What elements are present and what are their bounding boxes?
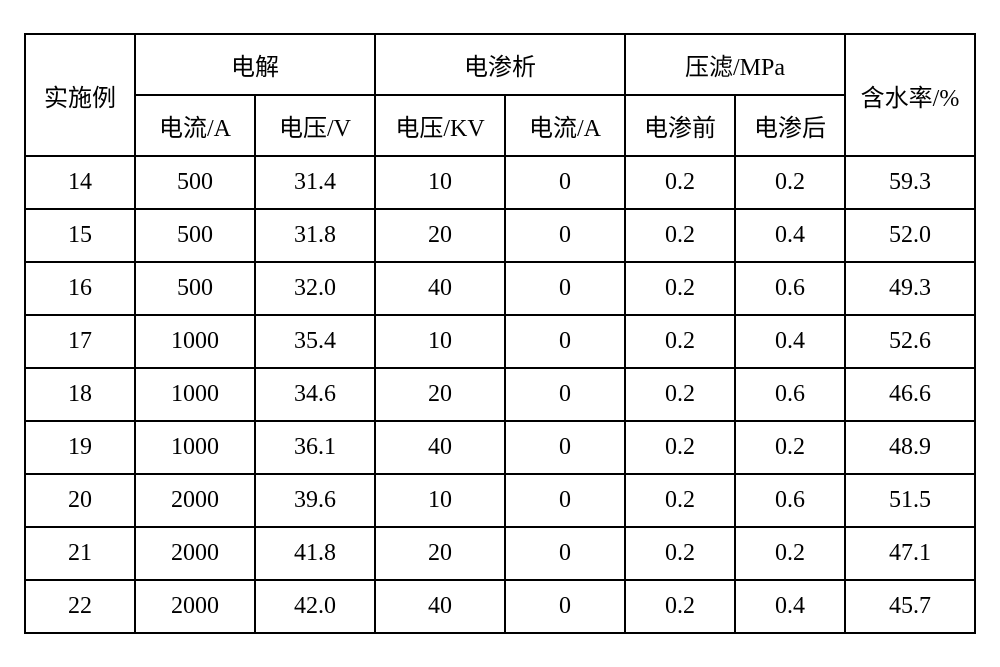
cell-electrolysis-current: 2000 <box>135 580 255 633</box>
table-row: 17 1000 35.4 10 0 0.2 0.4 52.6 <box>25 315 975 368</box>
cell-after-osmosis: 0.4 <box>735 209 845 262</box>
cell-before-osmosis: 0.2 <box>625 580 735 633</box>
table-row: 20 2000 39.6 10 0 0.2 0.6 51.5 <box>25 474 975 527</box>
cell-electrodialysis-voltage: 40 <box>375 421 505 474</box>
header-electrolysis-voltage: 电压/V <box>255 95 375 156</box>
cell-example: 21 <box>25 527 135 580</box>
table-container: 实施例 电解 电渗析 压滤/MPa 含水率/% 电流/A 电压/V 电压/KV … <box>4 13 996 654</box>
cell-electrodialysis-voltage: 40 <box>375 262 505 315</box>
cell-electrolysis-current: 2000 <box>135 474 255 527</box>
header-water-content: 含水率/% <box>845 34 975 156</box>
cell-electrodialysis-current: 0 <box>505 156 625 209</box>
cell-water-content: 48.9 <box>845 421 975 474</box>
cell-water-content: 52.0 <box>845 209 975 262</box>
table-row: 18 1000 34.6 20 0 0.2 0.6 46.6 <box>25 368 975 421</box>
data-table: 实施例 电解 电渗析 压滤/MPa 含水率/% 电流/A 电压/V 电压/KV … <box>24 33 976 634</box>
cell-electrodialysis-current: 0 <box>505 421 625 474</box>
cell-electrodialysis-voltage: 10 <box>375 474 505 527</box>
header-electrodialysis: 电渗析 <box>375 34 625 95</box>
cell-before-osmosis: 0.2 <box>625 209 735 262</box>
cell-before-osmosis: 0.2 <box>625 421 735 474</box>
header-before-osmosis: 电渗前 <box>625 95 735 156</box>
cell-after-osmosis: 0.4 <box>735 580 845 633</box>
cell-example: 22 <box>25 580 135 633</box>
header-after-osmosis: 电渗后 <box>735 95 845 156</box>
header-electrolysis-current: 电流/A <box>135 95 255 156</box>
header-electrolysis: 电解 <box>135 34 375 95</box>
cell-electrodialysis-current: 0 <box>505 580 625 633</box>
cell-example: 18 <box>25 368 135 421</box>
cell-example: 16 <box>25 262 135 315</box>
cell-electrolysis-current: 1000 <box>135 421 255 474</box>
cell-after-osmosis: 0.6 <box>735 474 845 527</box>
cell-electrodialysis-voltage: 20 <box>375 209 505 262</box>
table-header: 实施例 电解 电渗析 压滤/MPa 含水率/% 电流/A 电压/V 电压/KV … <box>25 34 975 156</box>
cell-electrodialysis-current: 0 <box>505 262 625 315</box>
cell-after-osmosis: 0.2 <box>735 156 845 209</box>
cell-after-osmosis: 0.2 <box>735 527 845 580</box>
table-row: 21 2000 41.8 20 0 0.2 0.2 47.1 <box>25 527 975 580</box>
cell-electrodialysis-current: 0 <box>505 527 625 580</box>
cell-electrolysis-current: 2000 <box>135 527 255 580</box>
table-row: 19 1000 36.1 40 0 0.2 0.2 48.9 <box>25 421 975 474</box>
cell-electrodialysis-voltage: 10 <box>375 156 505 209</box>
cell-after-osmosis: 0.6 <box>735 262 845 315</box>
cell-electrolysis-voltage: 39.6 <box>255 474 375 527</box>
cell-electrolysis-voltage: 31.8 <box>255 209 375 262</box>
header-electrodialysis-current: 电流/A <box>505 95 625 156</box>
cell-electrodialysis-current: 0 <box>505 209 625 262</box>
table-row: 16 500 32.0 40 0 0.2 0.6 49.3 <box>25 262 975 315</box>
cell-before-osmosis: 0.2 <box>625 262 735 315</box>
cell-after-osmosis: 0.6 <box>735 368 845 421</box>
cell-water-content: 45.7 <box>845 580 975 633</box>
header-example: 实施例 <box>25 34 135 156</box>
table-row: 22 2000 42.0 40 0 0.2 0.4 45.7 <box>25 580 975 633</box>
cell-example: 19 <box>25 421 135 474</box>
cell-electrolysis-voltage: 41.8 <box>255 527 375 580</box>
cell-electrolysis-current: 500 <box>135 156 255 209</box>
cell-example: 17 <box>25 315 135 368</box>
table-row: 14 500 31.4 10 0 0.2 0.2 59.3 <box>25 156 975 209</box>
cell-example: 20 <box>25 474 135 527</box>
cell-water-content: 49.3 <box>845 262 975 315</box>
header-electrodialysis-voltage: 电压/KV <box>375 95 505 156</box>
cell-before-osmosis: 0.2 <box>625 527 735 580</box>
cell-electrodialysis-current: 0 <box>505 474 625 527</box>
cell-electrolysis-voltage: 35.4 <box>255 315 375 368</box>
cell-before-osmosis: 0.2 <box>625 315 735 368</box>
cell-example: 15 <box>25 209 135 262</box>
cell-electrolysis-voltage: 36.1 <box>255 421 375 474</box>
cell-electrodialysis-voltage: 20 <box>375 368 505 421</box>
cell-water-content: 59.3 <box>845 156 975 209</box>
cell-electrolysis-current: 1000 <box>135 368 255 421</box>
header-pressure-filter: 压滤/MPa <box>625 34 845 95</box>
cell-before-osmosis: 0.2 <box>625 474 735 527</box>
cell-example: 14 <box>25 156 135 209</box>
header-row-group: 实施例 电解 电渗析 压滤/MPa 含水率/% <box>25 34 975 95</box>
cell-water-content: 52.6 <box>845 315 975 368</box>
cell-electrolysis-current: 500 <box>135 262 255 315</box>
cell-water-content: 51.5 <box>845 474 975 527</box>
cell-electrolysis-current: 500 <box>135 209 255 262</box>
cell-after-osmosis: 0.2 <box>735 421 845 474</box>
cell-electrodialysis-voltage: 20 <box>375 527 505 580</box>
cell-water-content: 46.6 <box>845 368 975 421</box>
cell-after-osmosis: 0.4 <box>735 315 845 368</box>
cell-before-osmosis: 0.2 <box>625 368 735 421</box>
cell-electrolysis-voltage: 32.0 <box>255 262 375 315</box>
cell-electrolysis-voltage: 42.0 <box>255 580 375 633</box>
cell-electrodialysis-current: 0 <box>505 368 625 421</box>
table-row: 15 500 31.8 20 0 0.2 0.4 52.0 <box>25 209 975 262</box>
cell-water-content: 47.1 <box>845 527 975 580</box>
table-body: 14 500 31.4 10 0 0.2 0.2 59.3 15 500 31.… <box>25 156 975 633</box>
cell-electrodialysis-voltage: 10 <box>375 315 505 368</box>
cell-before-osmosis: 0.2 <box>625 156 735 209</box>
cell-electrolysis-voltage: 31.4 <box>255 156 375 209</box>
cell-electrolysis-voltage: 34.6 <box>255 368 375 421</box>
cell-electrodialysis-voltage: 40 <box>375 580 505 633</box>
cell-electrodialysis-current: 0 <box>505 315 625 368</box>
header-row-sub: 电流/A 电压/V 电压/KV 电流/A 电渗前 电渗后 <box>25 95 975 156</box>
cell-electrolysis-current: 1000 <box>135 315 255 368</box>
